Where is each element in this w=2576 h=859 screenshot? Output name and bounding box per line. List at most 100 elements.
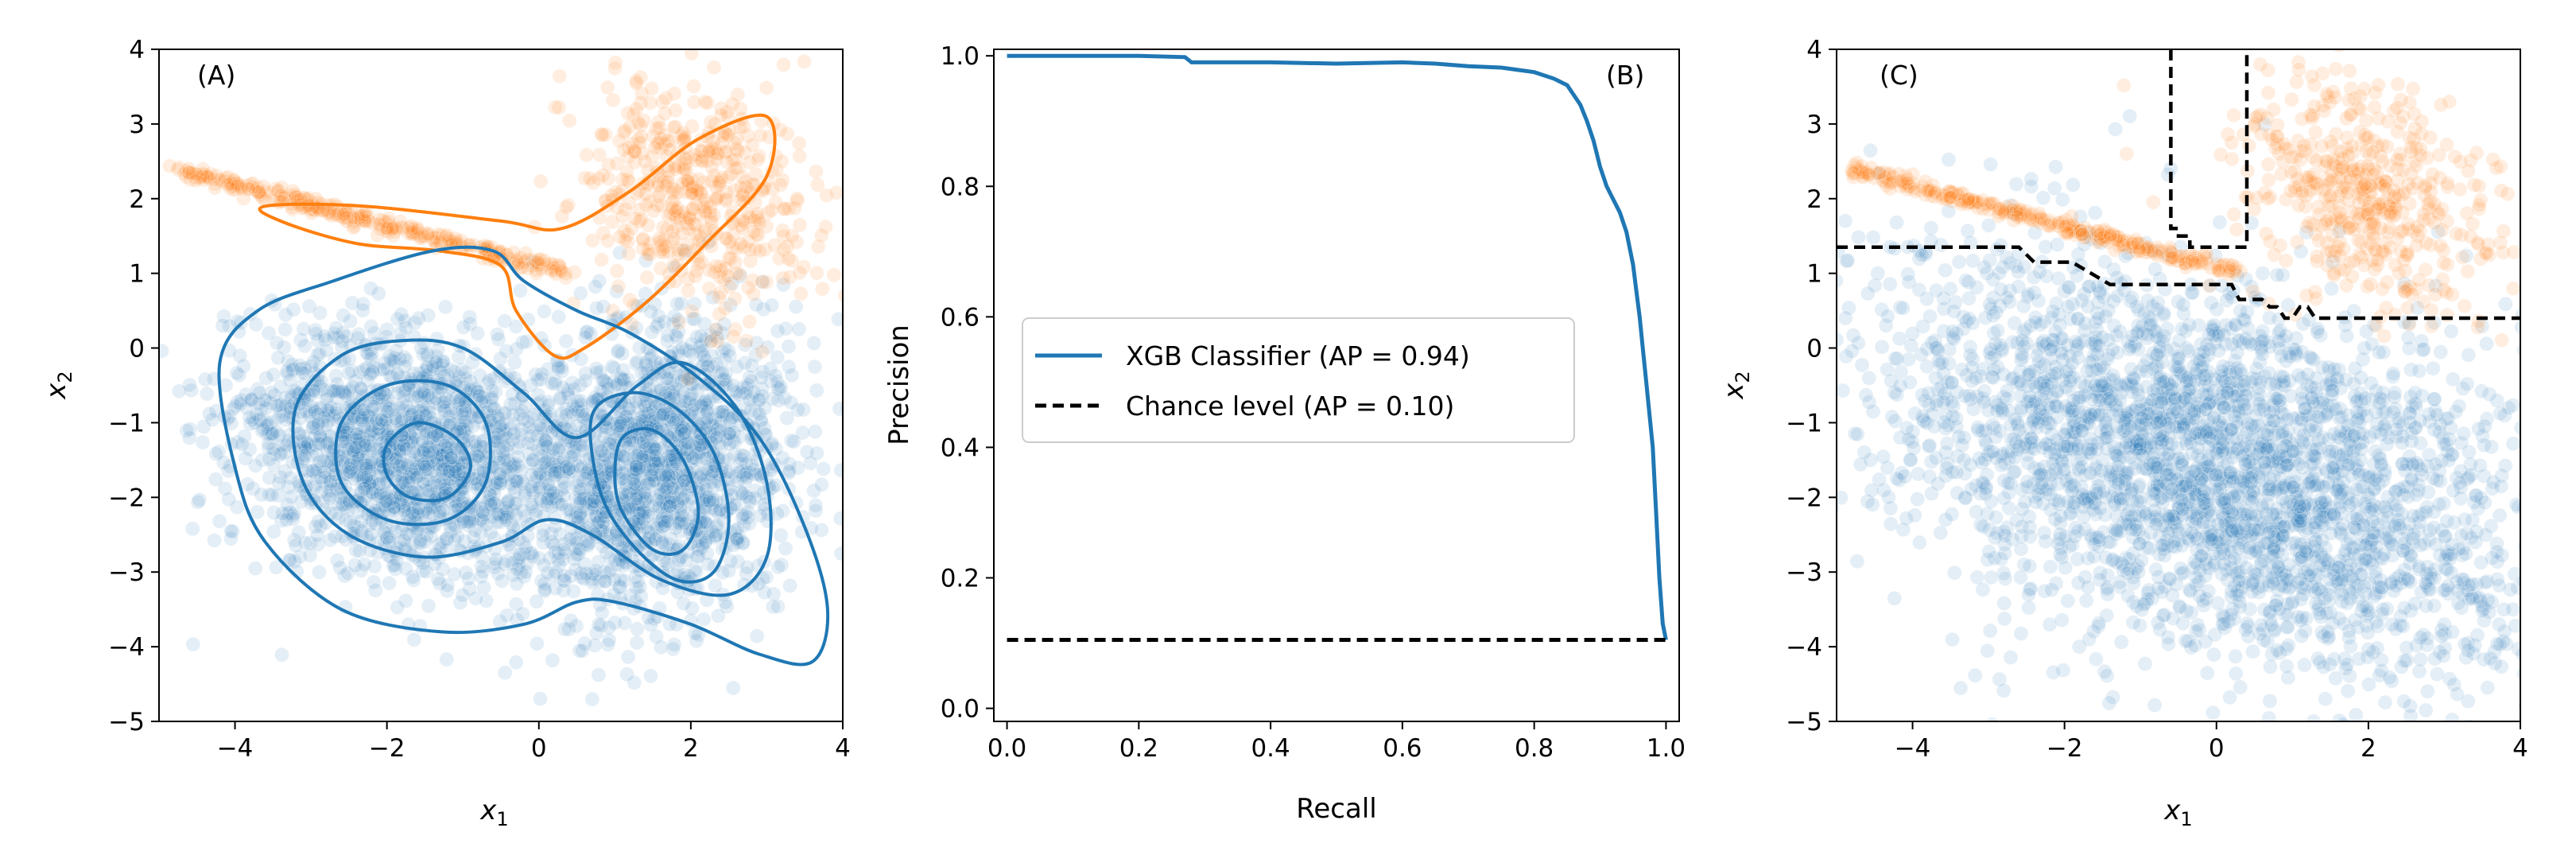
class1-point: [724, 96, 740, 112]
class0-point: [816, 461, 832, 476]
class0-point: [1980, 643, 1996, 659]
class0-point: [281, 480, 297, 496]
class0-point: [398, 500, 413, 516]
class0-point: [301, 404, 317, 420]
class0-point: [362, 409, 378, 425]
class0-point: [372, 362, 388, 377]
class0-point: [231, 367, 247, 383]
class0-point: [313, 518, 328, 534]
class0-point: [403, 445, 419, 461]
class0-point: [395, 383, 411, 398]
class0-point: [655, 407, 670, 423]
class0-point: [372, 406, 388, 422]
class1-point: [629, 76, 644, 91]
class0-point: [610, 344, 626, 360]
class0-point: [363, 366, 378, 382]
class0-point: [270, 488, 286, 503]
class0-point: [558, 333, 574, 349]
class0-point: [532, 480, 548, 496]
class0-point: [432, 576, 448, 592]
class0-point: [429, 468, 444, 484]
class0-point: [516, 546, 532, 562]
class0-point: [424, 431, 440, 447]
class0-point: [788, 299, 804, 315]
class0-point: [417, 464, 433, 480]
class1-point: [609, 263, 625, 279]
class0-point: [266, 446, 282, 462]
class0-point: [417, 459, 433, 475]
class0-point: [773, 527, 789, 543]
class0-point: [312, 564, 327, 580]
class0-point: [351, 453, 367, 468]
class0-point: [2401, 340, 2417, 356]
panel-b-ylabel: Precision: [883, 325, 915, 445]
class0-point: [386, 495, 402, 511]
class0-point: [229, 365, 245, 381]
class1-point: [826, 267, 842, 283]
class0-point: [266, 367, 281, 383]
class0-point: [409, 469, 425, 485]
panel-a-label: (A): [197, 60, 235, 91]
class0-point: [791, 321, 807, 337]
class0-point: [470, 384, 486, 400]
panel-a-xtick-label: 0: [531, 734, 547, 763]
class0-point: [247, 561, 263, 577]
class0-point: [367, 426, 383, 441]
class1-point: [611, 278, 627, 294]
class0-point: [813, 523, 829, 538]
class0-point: [359, 469, 374, 485]
class0-point: [385, 402, 401, 418]
class0-point: [421, 444, 436, 460]
class0-point: [411, 310, 427, 326]
class0-point: [350, 452, 366, 468]
class0-point: [312, 400, 328, 416]
class1-point: [640, 247, 656, 262]
class0-point: [386, 499, 402, 515]
class0-point: [458, 565, 474, 581]
class0-point: [2443, 324, 2459, 340]
class0-point: [361, 410, 377, 426]
class0-point: [506, 480, 522, 496]
class0-point: [628, 394, 644, 410]
class1-point: [627, 211, 643, 227]
class0-point: [380, 404, 396, 420]
class1-point: [633, 129, 649, 145]
class0-point: [336, 496, 351, 511]
class1-point: [686, 79, 702, 94]
class1-point: [637, 154, 653, 169]
class0-point: [779, 410, 795, 426]
class0-point: [319, 437, 335, 453]
class1-point: [552, 68, 568, 84]
class0-point: [460, 514, 475, 530]
class1-point: [582, 171, 598, 186]
class0-point: [382, 420, 398, 436]
class0-point: [456, 479, 471, 495]
class0-point: [406, 501, 422, 517]
class1-point: [735, 212, 751, 228]
class0-point: [1849, 554, 1865, 569]
class0-point: [643, 304, 659, 320]
class0-point: [358, 437, 374, 453]
class0-point: [416, 387, 432, 402]
class0-point: [405, 569, 421, 585]
class0-point: [354, 464, 370, 480]
class0-point: [419, 406, 435, 422]
class0-point: [322, 490, 338, 506]
panel-a-ytick-label: −4: [108, 633, 145, 662]
class0-point: [1895, 300, 1911, 316]
class0-point: [297, 435, 312, 451]
class1-point: [742, 313, 758, 329]
class0-point: [619, 667, 635, 682]
class0-point: [307, 476, 323, 492]
class0-point: [524, 467, 540, 483]
class0-point: [807, 359, 823, 375]
class0-point: [487, 402, 502, 418]
class0-point: [404, 464, 420, 480]
class0-point: [685, 450, 700, 466]
class0-point: [349, 439, 365, 455]
class0-point: [620, 649, 636, 665]
class0-point: [433, 398, 448, 414]
class0-point: [223, 523, 239, 539]
class0-point: [386, 495, 402, 510]
